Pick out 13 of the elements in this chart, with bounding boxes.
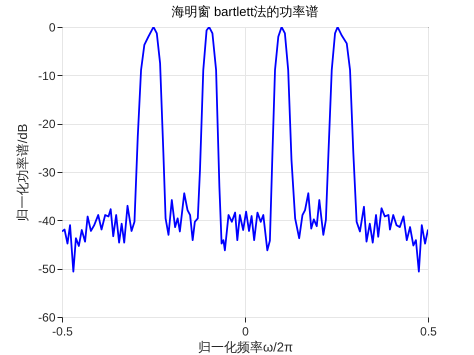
x-tick-label: 0 <box>242 324 250 338</box>
chart-title: 海明窗 bartlett法的功率谱 <box>171 4 319 19</box>
y-tick-label: -30 <box>38 166 56 180</box>
y-tick-label: 0 <box>48 20 56 34</box>
x-axis-title: 归一化频率ω/2π <box>198 340 294 354</box>
y-tick-label: -10 <box>38 68 56 83</box>
y-tick-label: -40 <box>38 214 56 228</box>
x-tick-label: 0.5 <box>420 324 438 338</box>
y-axis-title: 归一化功率谱/dB <box>15 124 30 222</box>
y-tick-label: -20 <box>38 117 56 132</box>
y-tick-label: -60 <box>38 310 56 324</box>
y-tick-label: -50 <box>38 262 56 276</box>
x-tick-label: -0.5 <box>52 324 74 338</box>
